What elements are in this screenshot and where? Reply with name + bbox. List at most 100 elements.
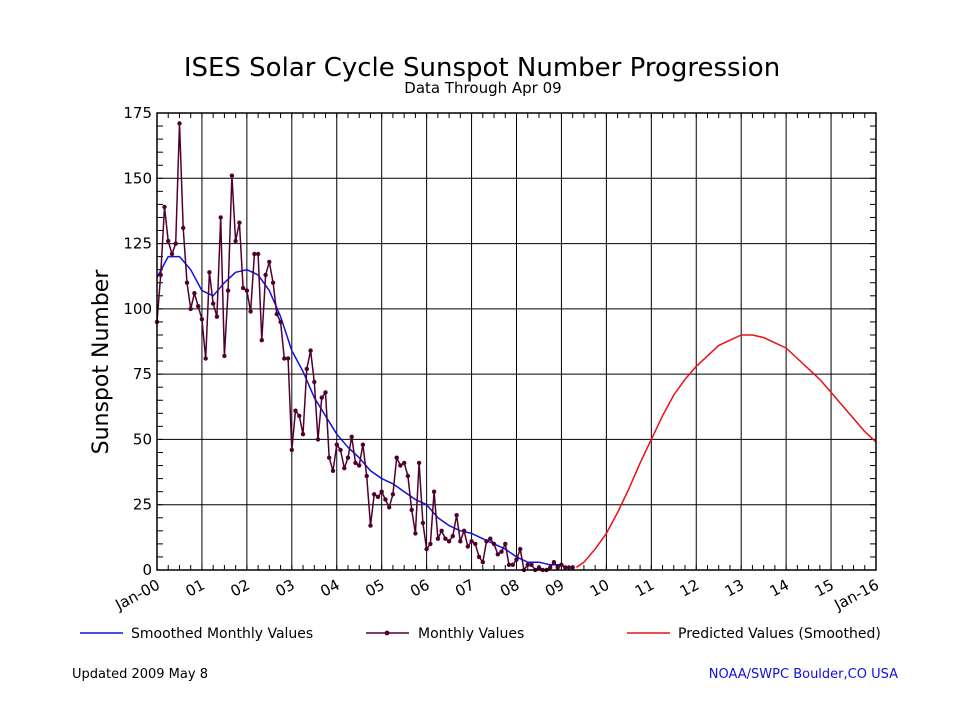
- data-point: [300, 432, 306, 437]
- data-point: [416, 460, 422, 466]
- data-point: [158, 272, 163, 278]
- data-point: [274, 311, 279, 317]
- data-point: [263, 272, 268, 278]
- data-point: [255, 251, 261, 257]
- data-point: [267, 259, 272, 265]
- data-point: [360, 442, 366, 447]
- data-point: [428, 541, 433, 547]
- data-point: [465, 544, 470, 549]
- data-point: [297, 413, 302, 419]
- x-tick-label: 07: [452, 576, 477, 601]
- x-tick-label: 06: [407, 576, 432, 601]
- data-point: [259, 338, 264, 343]
- data-point: [413, 531, 418, 536]
- data-point: [166, 238, 171, 244]
- data-point: [484, 539, 489, 544]
- x-tick-label: 13: [722, 576, 747, 601]
- y-tick-label: 25: [133, 496, 152, 514]
- data-point: [548, 565, 553, 570]
- data-point: [177, 121, 182, 126]
- data-point: [424, 546, 429, 552]
- data-point: [476, 554, 482, 560]
- data-point: [270, 280, 276, 285]
- data-point: [518, 546, 523, 552]
- x-tick-label: 03: [272, 576, 297, 601]
- legend-item-predicted: Predicted Values (Smoothed): [627, 626, 881, 642]
- data-point: [222, 353, 227, 359]
- data-point: [473, 541, 478, 547]
- updated-note: Updated 2009 May 8: [72, 667, 208, 682]
- data-point: [559, 562, 564, 567]
- series-line-1: [156, 122, 573, 571]
- data-point: [233, 238, 238, 244]
- data-point: [443, 536, 448, 541]
- data-point: [394, 455, 399, 460]
- data-point: [566, 565, 572, 570]
- data-point: [495, 552, 500, 557]
- x-tick-label: 14: [767, 576, 792, 601]
- data-point: [244, 288, 250, 293]
- data-point: [278, 319, 283, 325]
- y-axis-label: Sunspot Number: [89, 269, 114, 455]
- data-point: [184, 280, 190, 285]
- legend: Smoothed Monthly Values Monthly Values P…: [80, 626, 881, 642]
- chart-subtitle: Data Through Apr 09: [404, 79, 561, 97]
- data-point: [169, 251, 175, 257]
- data-point: [506, 562, 512, 567]
- data-point: [499, 549, 504, 554]
- x-tick-label: 02: [227, 576, 252, 601]
- data-point: [454, 513, 459, 518]
- data-point: [420, 520, 426, 526]
- data-point: [402, 460, 407, 466]
- data-point: [192, 291, 197, 296]
- x-tick-label: 01: [183, 576, 208, 601]
- data-point: [315, 437, 321, 442]
- data-point: [214, 314, 220, 319]
- data-point: [491, 541, 497, 547]
- data-point: [357, 463, 362, 468]
- data-point: [229, 173, 235, 178]
- data-point: [181, 225, 186, 231]
- data-point: [480, 560, 485, 565]
- data-point: [446, 539, 452, 544]
- x-tick-labels: Jan-00 01 02 03 04 05 06 07 08 09 10 11 12 13 14 15Jan-…: [111, 576, 881, 615]
- data-point: [570, 565, 575, 570]
- data-point: [431, 489, 437, 494]
- y-tick-label: 100: [123, 300, 152, 318]
- data-point: [342, 466, 347, 471]
- legend-marker-monthly: [384, 630, 390, 636]
- data-point: [514, 557, 519, 562]
- legend-label-predicted: Predicted Values (Smoothed): [678, 626, 881, 642]
- data-point: [458, 539, 463, 544]
- data-point: [338, 447, 343, 453]
- data-point: [248, 309, 253, 314]
- x-tick-label: 11: [632, 576, 657, 601]
- data-point: [469, 539, 474, 544]
- x-tick-label: 08: [497, 576, 522, 601]
- data-point: [211, 301, 216, 306]
- data-point: [237, 220, 242, 225]
- series-line-2: [575, 334, 877, 569]
- data-point: [207, 270, 212, 275]
- data-point: [450, 533, 455, 539]
- data-point: [304, 366, 309, 372]
- data-point: [199, 317, 205, 322]
- data-point: [525, 562, 530, 567]
- data-point: [439, 528, 444, 533]
- data-point: [218, 215, 223, 220]
- data-point: [551, 560, 557, 565]
- data-point: [162, 204, 167, 210]
- data-point: [383, 497, 388, 502]
- chart-title: ISES Solar Cycle Sunspot Number Progress…: [184, 53, 780, 83]
- data-point: [319, 395, 324, 400]
- x-tick-label: Jan-00: [111, 576, 162, 615]
- y-tick-labels: 0 25 50 75 100 125 150 175: [123, 104, 152, 579]
- data-point: [372, 492, 377, 497]
- data-point: [323, 390, 328, 395]
- data-point: [327, 455, 332, 460]
- y-tick-label: 75: [133, 365, 152, 383]
- legend-label-monthly: Monthly Values: [418, 626, 524, 642]
- data-point: [503, 541, 508, 547]
- y-tick-label: 125: [123, 235, 152, 253]
